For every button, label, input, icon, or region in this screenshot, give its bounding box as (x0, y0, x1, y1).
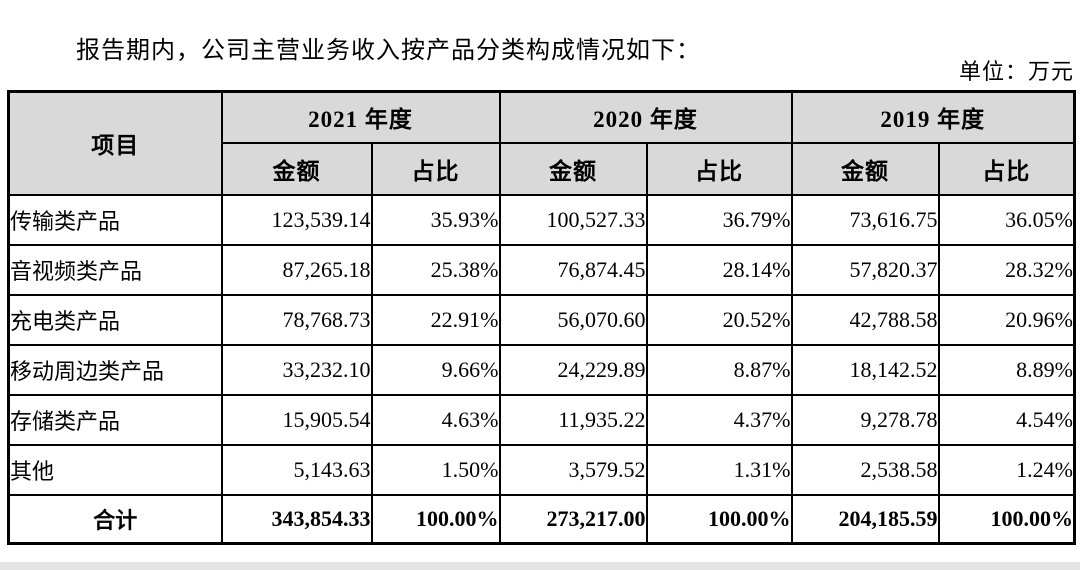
header-ratio-2019: 占比 (937, 141, 1076, 196)
cell-ratio-2021: 25.38% (370, 243, 501, 296)
cell-amount-2021: 33,232.10 (220, 343, 373, 396)
cell-amount-2019: 2,538.58 (790, 443, 940, 496)
cell-item: 其他 (7, 443, 223, 496)
cell-amount-2019: 42,788.58 (790, 293, 940, 346)
cell-ratio-2020: 8.87% (645, 343, 793, 396)
header-row-years: 项目 2021 年度 2020 年度 2019 年度 (7, 90, 1076, 196)
cell-ratio-2021: 1.50% (370, 443, 501, 496)
cell-ratio-2020: 36.79% (645, 193, 793, 246)
cell-item: 音视频类产品 (7, 243, 223, 296)
cell-total-amount-2019: 204,185.59 (790, 493, 940, 545)
header-year-2020: 2020 年度 (498, 90, 793, 144)
cell-ratio-2019: 36.05% (937, 193, 1076, 246)
cell-ratio-2019: 28.32% (937, 243, 1076, 296)
cell-total-label: 合计 (7, 493, 223, 545)
page-bottom-edge (0, 562, 1080, 570)
cell-amount-2021: 78,768.73 (220, 293, 373, 346)
cell-ratio-2019: 1.24% (937, 443, 1076, 496)
cell-amount-2021: 87,265.18 (220, 243, 373, 296)
header-item: 项目 (7, 90, 223, 196)
cell-ratio-2020: 20.52% (645, 293, 793, 346)
header-amount-2020: 金额 (498, 141, 648, 196)
report-intro-text: 报告期内，公司主营业务收入按产品分类构成情况如下： (76, 38, 701, 64)
cell-ratio-2019: 4.54% (937, 393, 1076, 446)
cell-item: 充电类产品 (7, 293, 223, 346)
cell-item: 移动周边类产品 (7, 343, 223, 396)
cell-ratio-2020: 1.31% (645, 443, 793, 496)
header-row-sub: 金额 占比 金额 占比 金额 占比 (9, 141, 1076, 196)
header-ratio-2020: 占比 (645, 141, 793, 196)
cell-total-ratio-2019: 100.00% (937, 493, 1076, 545)
cell-amount-2020: 56,070.60 (498, 293, 648, 346)
cell-item: 存储类产品 (7, 393, 223, 446)
table-row-total: 合计 343,854.33 100.00% 273,217.00 100.00%… (7, 493, 1076, 545)
cell-total-amount-2020: 273,217.00 (498, 493, 648, 545)
cell-amount-2021: 5,143.63 (220, 443, 373, 496)
cell-amount-2019: 18,142.52 (790, 343, 940, 396)
revenue-by-product-table: 项目 2021 年度 2020 年度 2019 年度 金额 占比 金额 占比 金… (7, 90, 1076, 545)
cell-amount-2020: 3,579.52 (498, 443, 648, 496)
table-row: 充电类产品 78,768.73 22.91% 56,070.60 20.52% … (7, 293, 1076, 346)
cell-amount-2020: 11,935.22 (498, 393, 648, 446)
cell-amount-2021: 123,539.14 (220, 193, 373, 246)
cell-total-ratio-2020: 100.00% (645, 493, 793, 545)
cell-amount-2020: 76,874.45 (498, 243, 648, 296)
unit-label: 单位：万元 (958, 59, 1074, 84)
table-row: 移动周边类产品 33,232.10 9.66% 24,229.89 8.87% … (7, 343, 1076, 396)
cell-ratio-2019: 20.96% (937, 293, 1076, 346)
header-ratio-2021: 占比 (370, 141, 501, 196)
cell-amount-2019: 73,616.75 (790, 193, 940, 246)
cell-total-amount-2021: 343,854.33 (220, 493, 373, 545)
cell-ratio-2021: 9.66% (370, 343, 501, 396)
table-row: 音视频类产品 87,265.18 25.38% 76,874.45 28.14%… (7, 243, 1076, 296)
cell-ratio-2020: 4.37% (645, 393, 793, 446)
cell-ratio-2021: 22.91% (370, 293, 501, 346)
header-year-2021: 2021 年度 (220, 90, 501, 144)
cell-amount-2020: 24,229.89 (498, 343, 648, 396)
table-row: 传输类产品 123,539.14 35.93% 100,527.33 36.79… (7, 193, 1076, 246)
cell-amount-2020: 100,527.33 (498, 193, 648, 246)
cell-ratio-2020: 28.14% (645, 243, 793, 296)
cell-amount-2021: 15,905.54 (220, 393, 373, 446)
cell-amount-2019: 9,278.78 (790, 393, 940, 446)
cell-ratio-2021: 4.63% (370, 393, 501, 446)
header-amount-2021: 金额 (220, 141, 373, 196)
table-row: 存储类产品 15,905.54 4.63% 11,935.22 4.37% 9,… (7, 393, 1076, 446)
cell-amount-2019: 57,820.37 (790, 243, 940, 296)
header-year-2019: 2019 年度 (790, 90, 1076, 144)
cell-ratio-2021: 35.93% (370, 193, 501, 246)
header-amount-2019: 金额 (790, 141, 940, 196)
cell-ratio-2019: 8.89% (937, 343, 1076, 396)
cell-item: 传输类产品 (7, 193, 223, 246)
cell-total-ratio-2021: 100.00% (370, 493, 501, 545)
table-row: 其他 5,143.63 1.50% 3,579.52 1.31% 2,538.5… (7, 443, 1076, 496)
